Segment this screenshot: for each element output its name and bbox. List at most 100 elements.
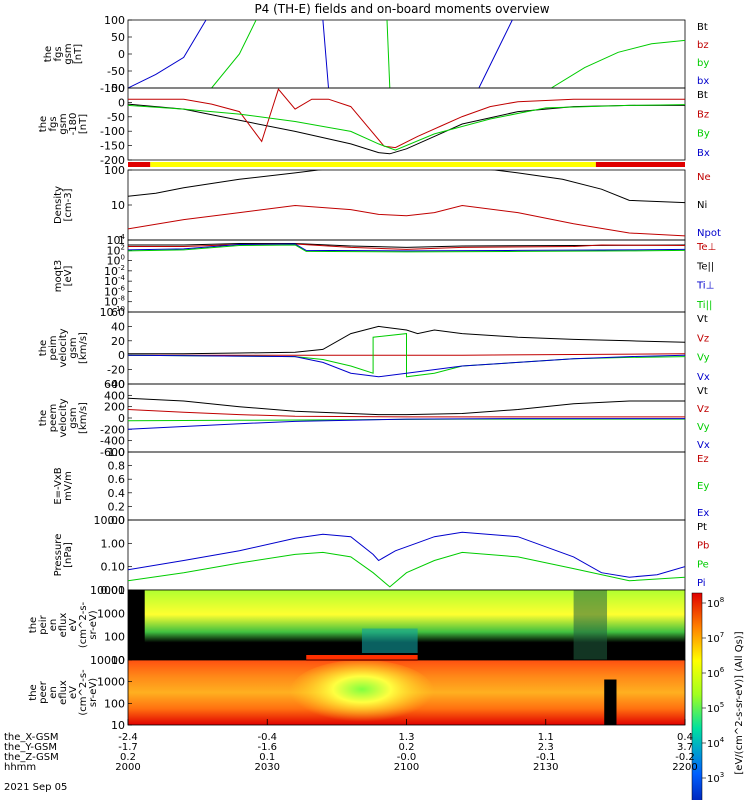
ylabel: Pressure [nPa]: [53, 534, 74, 577]
ylabel-line: sr-eV): [88, 610, 99, 639]
ylabel-line: [km/s]: [78, 402, 89, 434]
series-Ne: [128, 204, 685, 237]
time-axis-value: 3.7: [677, 742, 693, 753]
ylabel-line: peer: [38, 680, 49, 704]
time-axis-value: -1.6: [257, 742, 277, 753]
legend-entry: Bt: [697, 90, 708, 101]
ytick-label: -50: [107, 111, 125, 124]
legend-entry: Pb: [697, 541, 709, 552]
ylabel-line: en: [48, 619, 59, 632]
legend-entry: Ez: [697, 454, 709, 465]
ylabel-line: gsm: [68, 337, 79, 358]
ylabel-line: velocity: [58, 398, 69, 437]
ytick-label: 10: [111, 654, 125, 667]
ylabel: the peem velocity gsm [km/s]: [38, 398, 89, 437]
panel-density: 100 10 1 Density [cm-3] Ne Ni Npot: [53, 164, 721, 247]
ytick-label: 200: [104, 401, 125, 414]
ytick-label: 1.0: [108, 446, 126, 459]
ytick-label: 10-10: [100, 305, 125, 319]
ylabel-line: E=-VxB: [53, 467, 64, 504]
time-axis-value: -0.1: [536, 752, 556, 763]
figure-title: P4 (TH-E) fields and on-board moments ov…: [254, 2, 549, 16]
legend-entry: Vz: [697, 333, 709, 344]
ytick-label: 100: [104, 631, 125, 644]
time-axis-value: 0.2: [399, 742, 415, 753]
ylabel-line: [nT]: [78, 114, 89, 134]
ytick-label: 10-4: [104, 274, 126, 288]
ytick-label: 0.10: [101, 561, 126, 574]
series-by: [386, 20, 391, 88]
ytick-label: 10: [111, 719, 125, 732]
time-axis-value: -0.4: [257, 732, 277, 743]
ytick-label: -200: [100, 154, 125, 167]
legend-entry: Vy: [697, 353, 710, 364]
time-axis-value: 1.1: [538, 732, 554, 743]
series-Vt: [128, 325, 685, 355]
ylabel-line: Pressure: [53, 534, 64, 577]
series-by: [551, 39, 685, 88]
legend-entry: Vt: [697, 314, 708, 325]
ylabel-line: [nT]: [73, 44, 84, 64]
colorbar-tick-label: 105: [707, 701, 724, 715]
time-axis-date: 2021 Sep 05: [4, 782, 67, 793]
ylabel-line: gsm: [58, 113, 69, 134]
legend-entry: Ti⊥: [696, 281, 714, 292]
ytick-label: 10000: [90, 654, 125, 667]
ylabel-line: (cm^2-s-: [78, 601, 89, 648]
legend-entry: by: [697, 58, 709, 69]
ytick-label: 0.6: [108, 473, 126, 486]
series-Vx: [128, 418, 685, 430]
series-bx: [128, 20, 207, 88]
ytick-label: 100: [107, 254, 125, 268]
legend-entry: Vx: [697, 440, 710, 451]
ylabel-line: [cm-3]: [63, 188, 74, 221]
ylabel: the peir en eflux eV (cm^2-s-sr-eV): [28, 601, 99, 648]
panel-frame: [127, 87, 686, 161]
colorbar-label: [eV/(cm^2-s-sr-eV)] (All Qs)]: [734, 631, 745, 774]
ylabel-line: the: [28, 617, 39, 633]
ylabel-line: velocity: [58, 328, 69, 367]
series-Pi: [128, 531, 685, 578]
time-axis-value: -0.0: [397, 752, 417, 763]
series-Pe: [128, 551, 685, 588]
legend-entry: Vt: [697, 386, 708, 397]
ylabel-line: en: [48, 686, 59, 699]
peir-lowE-black: [361, 628, 418, 653]
ylabel-line: the: [38, 410, 49, 426]
series-Ti⊥: [128, 243, 685, 252]
time-axis-row-label: the_Y-GSM: [4, 742, 57, 753]
ytick-label: -150: [100, 140, 125, 153]
series-Vt: [128, 397, 685, 416]
mode-bar-segment: [128, 162, 151, 167]
time-axis-value: 2200: [672, 762, 697, 773]
ylabel-line: -180: [68, 113, 79, 136]
ylabel-line: the: [28, 684, 39, 700]
ytick-label: 10-2: [104, 264, 125, 278]
colorbar-tick-label: 106: [707, 666, 725, 680]
ylabel: the peer en eflux eV (cm^2-s-sr-eV): [28, 669, 99, 716]
ylabel: the peim velocity gsm [km/s]: [38, 328, 89, 367]
ytick-label: 0: [118, 96, 125, 109]
panel-fgs: 100 50 0 -50 -100 the fgs gsm [nT] Bt bz by bx: [43, 14, 709, 95]
ytick-label: 400: [104, 389, 125, 402]
peer-plasma-arc: [306, 655, 418, 661]
ytick-label: 10: [111, 199, 125, 212]
ytick-label: 50: [111, 31, 125, 44]
ytick-label: 100: [104, 164, 125, 177]
ylabel-line: peir: [38, 614, 49, 634]
ylabel-line: the: [43, 46, 54, 62]
ylabel-line: Density: [53, 186, 64, 224]
ylabel: Density [cm-3]: [53, 186, 74, 224]
legend-entry: Te⊥: [696, 242, 716, 253]
ytick-label: -40: [107, 378, 125, 391]
ylabel-line: mV/m: [63, 471, 74, 501]
legend-entry: Ni: [697, 200, 707, 211]
ylabel-line: [nPa]: [63, 542, 74, 568]
ylabel-line: [km/s]: [78, 332, 89, 364]
colorbar: 108107106105104103102 [eV/(cm^2-s-sr-eV)…: [691, 592, 745, 800]
ylabel-line: the: [38, 340, 49, 356]
time-axis-value: 2000: [115, 762, 140, 773]
panel-frame: [127, 383, 686, 453]
